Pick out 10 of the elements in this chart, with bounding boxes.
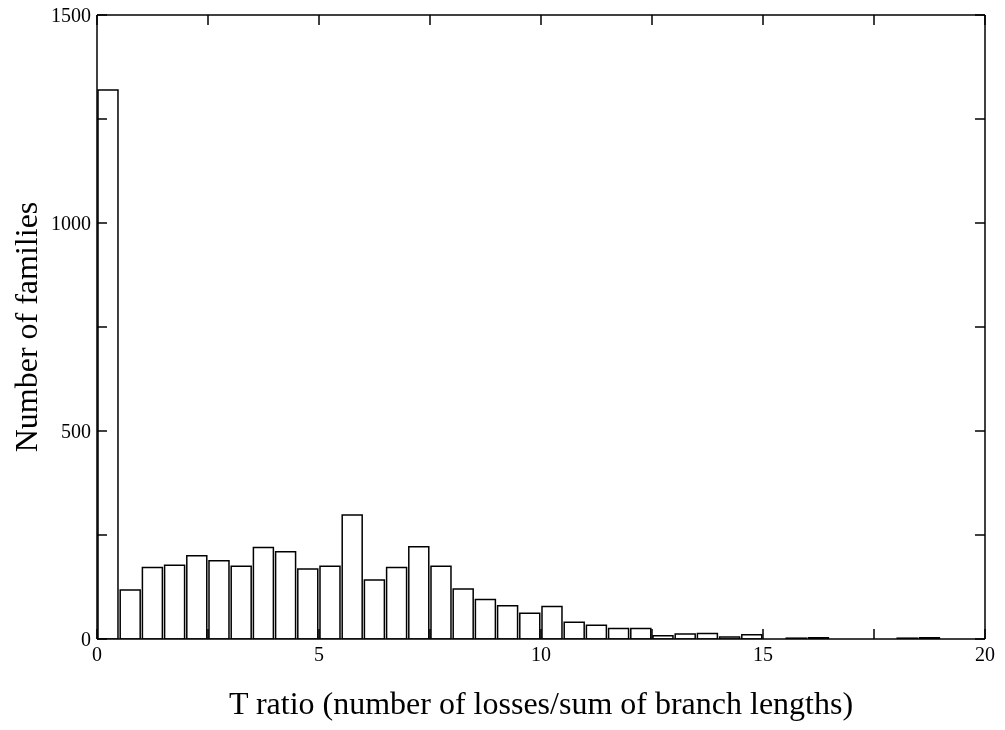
- x-axis-title: T ratio (number of losses/sum of branch lengths): [228, 685, 854, 721]
- y-tick-label: 1500: [51, 4, 91, 27]
- x-tick-label: 10: [531, 643, 551, 666]
- x-tick-label: 20: [975, 643, 995, 666]
- y-axis-title: Number of families: [8, 201, 45, 453]
- y-tick-label: 0: [81, 628, 91, 651]
- y-tick-label: 500: [61, 420, 91, 443]
- x-tick-label: 5: [314, 643, 324, 666]
- y-tick-label: 1000: [51, 212, 91, 235]
- x-tick-label: 15: [753, 643, 773, 666]
